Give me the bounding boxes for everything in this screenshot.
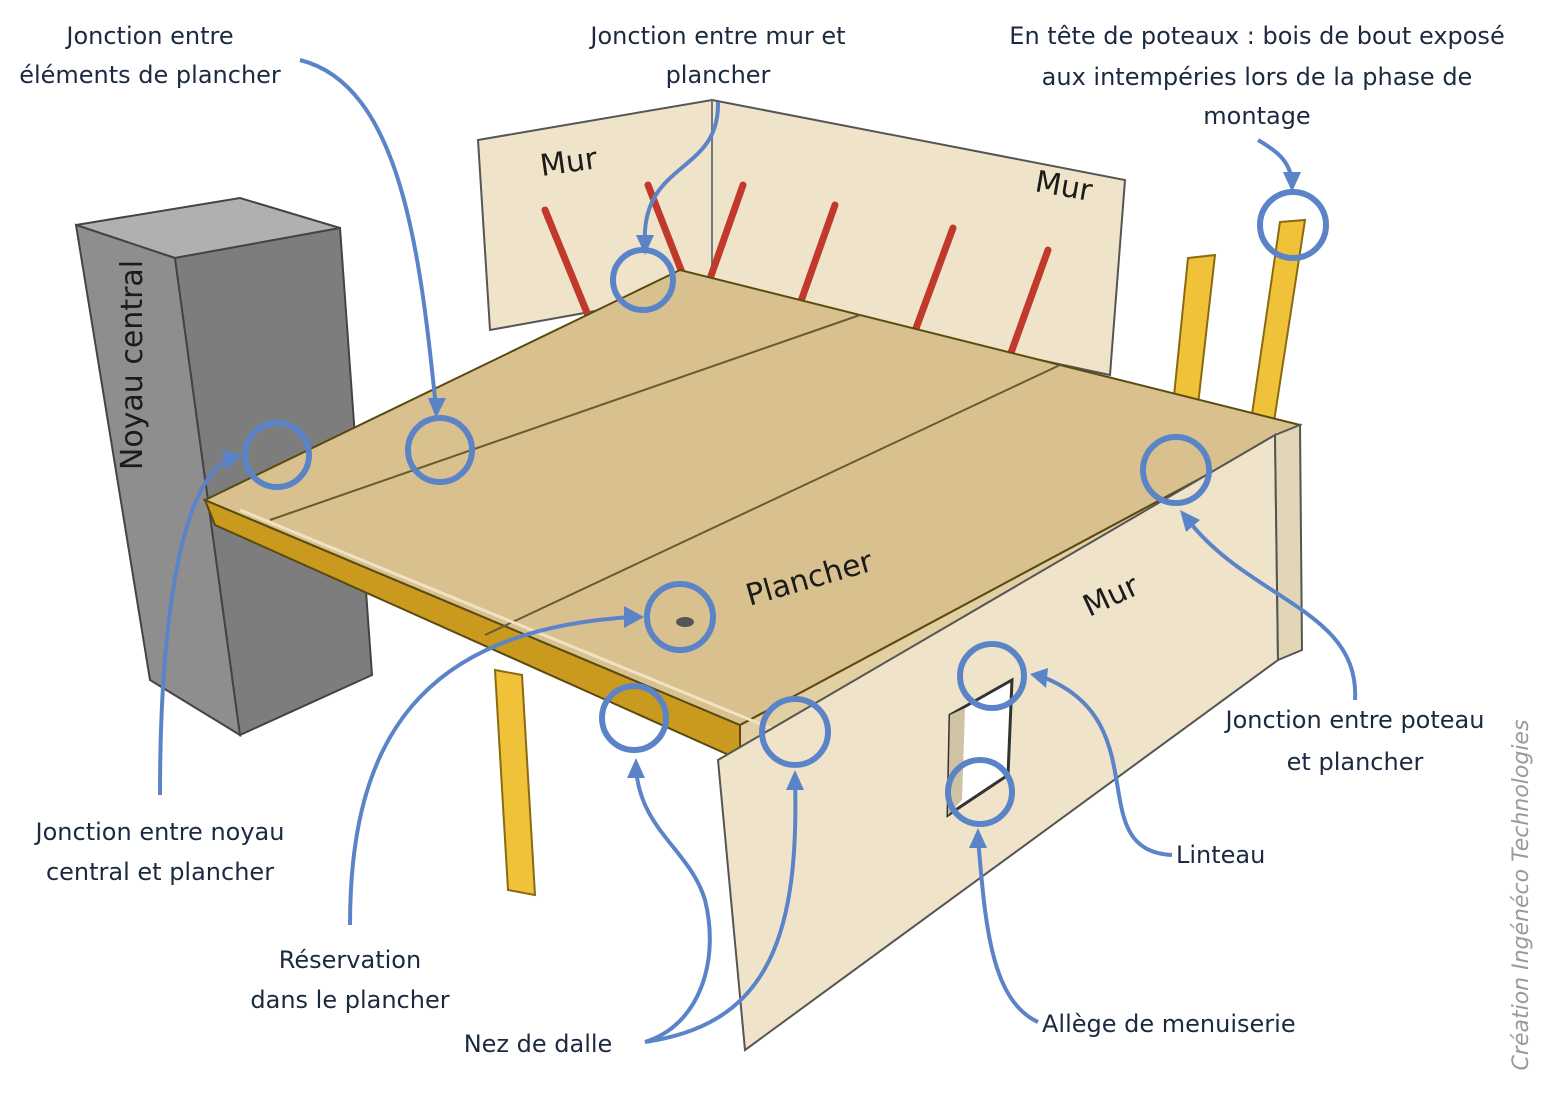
label-jonction-mur-1: Jonction entre mur et (588, 22, 845, 50)
credit-text: Création Ingénéco Technologies (1509, 720, 1534, 1071)
label-allege: Allège de menuiserie (1042, 1010, 1296, 1038)
label-tete-poteaux-1: En tête de poteaux : bois de bout exposé (1009, 22, 1504, 50)
label-nez-de-dalle: Nez de dalle (464, 1030, 613, 1058)
label-tete-poteaux-3: montage (1203, 102, 1310, 130)
post-front (493, 668, 537, 897)
label-jonction-elements-2: éléments de plancher (19, 61, 281, 89)
label-noyau-central: Noyau central (115, 260, 150, 470)
label-reservation-1: Réservation (279, 946, 421, 974)
front-wall-end (1273, 423, 1304, 662)
label-jonction-noyau-2: central et plancher (46, 858, 274, 886)
label-jonction-noyau-1: Jonction entre noyau (34, 818, 285, 846)
label-jonction-mur-2: plancher (666, 61, 771, 89)
callout-rings (242, 189, 1329, 827)
label-jonction-elements-1: Jonction entre (64, 22, 233, 50)
label-jonction-poteau-2: et plancher (1287, 748, 1424, 776)
callout-arrows (158, 58, 1358, 1044)
label-tete-poteaux-2: aux intempéries lors de la phase de (1042, 63, 1473, 91)
label-linteau: Linteau (1176, 841, 1265, 869)
label-mur-back-left: Mur (538, 141, 600, 184)
diagram-labels: Jonction entre éléments de plancher Jonc… (19, 22, 1534, 1070)
label-jonction-poteau-1: Jonction entre poteau (1224, 706, 1485, 734)
label-reservation-2: dans le plancher (250, 986, 449, 1014)
